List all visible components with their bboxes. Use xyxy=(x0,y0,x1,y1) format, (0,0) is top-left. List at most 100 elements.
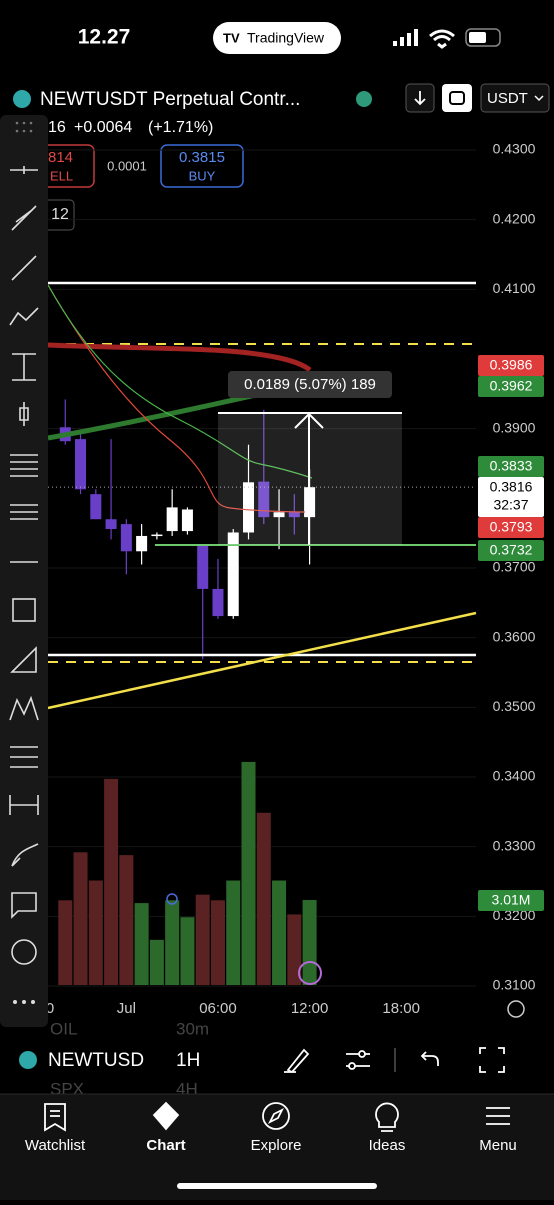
ideas-icon xyxy=(375,1102,399,1132)
toolbar-interval[interactable]: 1H xyxy=(176,1050,200,1071)
tool-trend[interactable] xyxy=(11,205,37,231)
legend-change-pct: (+1.71%) xyxy=(148,119,213,136)
settings-icon[interactable] xyxy=(507,1000,525,1018)
volume-bar xyxy=(210,900,225,985)
candle-body xyxy=(273,512,285,518)
buy-label: BUY xyxy=(189,168,216,183)
tool-brush[interactable] xyxy=(11,843,39,867)
x-tick-label: Jul xyxy=(117,1000,136,1017)
candle-body xyxy=(166,507,178,532)
replay-button[interactable] xyxy=(442,84,472,112)
chart-area: 0.4300 0.4200 0.4100 0.3900 0.3700 0.3600 0.35… xyxy=(46,141,536,1017)
measure-label: 0.0189 (5.07%) 189 xyxy=(244,376,376,393)
volume-bar xyxy=(302,900,317,985)
y-tick-label: 0.4200 xyxy=(493,210,536,226)
current-price-badge xyxy=(478,477,544,517)
volume-bar xyxy=(165,900,180,985)
draw-button[interactable] xyxy=(284,1048,310,1074)
signal xyxy=(393,29,418,46)
y-tick-label: 0.3300 xyxy=(493,837,536,853)
countdown: 32:37 xyxy=(493,497,528,513)
measure-label-bg xyxy=(228,371,392,398)
clock: 12.27 xyxy=(78,26,131,49)
battery xyxy=(465,28,501,47)
slider-knob xyxy=(358,1050,366,1058)
tool-crosshair[interactable] xyxy=(10,166,38,174)
tool-text[interactable] xyxy=(11,892,37,919)
chevron xyxy=(534,95,544,102)
symbol-icon xyxy=(13,90,31,108)
tab-label[interactable]: Watchlist xyxy=(25,1137,86,1154)
tool-range[interactable] xyxy=(12,353,36,381)
volume-bar xyxy=(241,761,256,985)
tool-position[interactable] xyxy=(19,402,29,426)
symbol-title[interactable]: NEWTUSDT Perpetual Contr... xyxy=(40,89,300,110)
drawings: 0.0189 (5.07%) 189 xyxy=(47,281,477,985)
volume-bar xyxy=(180,917,195,985)
sell-label: ELL xyxy=(50,168,73,183)
tool-fib-ext[interactable] xyxy=(10,504,38,520)
x-tick-label: 12:00 xyxy=(291,1000,329,1017)
candle-body xyxy=(181,509,193,532)
y-tick-label: 0.3100 xyxy=(493,977,536,993)
tab-label[interactable]: Menu xyxy=(479,1137,517,1154)
tool-emoji[interactable] xyxy=(11,939,37,965)
x-tick-label: 06:00 xyxy=(199,1000,237,1017)
legend-change: +0.0064 xyxy=(74,119,132,136)
price-badge xyxy=(478,540,544,561)
tab-label[interactable]: Explore xyxy=(251,1137,302,1154)
signal-marker[interactable] xyxy=(298,961,322,985)
event-marker[interactable] xyxy=(166,893,178,905)
candle-body xyxy=(136,535,148,552)
price-badge-label: 0.3732 xyxy=(490,542,533,558)
volume-bar xyxy=(104,778,119,985)
price-badge xyxy=(478,517,544,538)
candle-body xyxy=(258,481,270,518)
ghost-symbol: OIL xyxy=(50,1019,77,1038)
explore-icon xyxy=(262,1102,290,1130)
price-badge-label: 0.3833 xyxy=(490,458,533,474)
wifi xyxy=(429,29,455,49)
toolbar-symbol[interactable]: NEWTUSD xyxy=(48,1050,144,1071)
tool-gann[interactable] xyxy=(10,746,38,768)
candle-body xyxy=(212,588,224,617)
candle-body xyxy=(227,532,239,617)
trend-line xyxy=(47,611,477,710)
tool-more[interactable] xyxy=(13,1000,35,1004)
candle-body xyxy=(151,534,163,537)
currency-select[interactable] xyxy=(480,83,550,113)
y-tick-label: 0.4100 xyxy=(493,280,536,296)
undo-button[interactable] xyxy=(420,1051,439,1066)
down-arrow-icon xyxy=(414,91,426,106)
y-tick-label: 0.3500 xyxy=(493,698,536,714)
measure-arrow xyxy=(294,412,324,545)
ghost-interval: 30m xyxy=(176,1019,209,1038)
price-badge-label: 0.3793 xyxy=(490,519,533,535)
tab-label[interactable]: Chart xyxy=(146,1137,185,1154)
moving-average xyxy=(47,284,313,479)
tool-line[interactable] xyxy=(11,255,37,281)
compass xyxy=(267,1107,285,1125)
current-price: 0.3816 xyxy=(490,479,533,495)
menu-icon xyxy=(486,1107,510,1125)
volume-bar xyxy=(134,903,149,985)
app-name: TradingView xyxy=(247,30,325,46)
tool-pattern[interactable] xyxy=(9,695,39,721)
tool-measure[interactable] xyxy=(9,795,39,815)
buy-price: 0.3815 xyxy=(179,149,225,166)
tool-triangle[interactable] xyxy=(10,646,37,673)
fullscreen-button[interactable] xyxy=(479,1047,505,1073)
market-status xyxy=(356,91,372,107)
candle-body xyxy=(120,524,132,552)
volume-bar xyxy=(73,852,88,985)
y-tick-label: 0.3600 xyxy=(493,628,536,644)
volume-badge-label: 3.01M xyxy=(492,892,531,908)
tab-label[interactable]: Ideas xyxy=(369,1137,406,1154)
tool-path[interactable] xyxy=(9,307,39,326)
tool-rect[interactable] xyxy=(12,598,36,622)
buy-button[interactable] xyxy=(160,144,244,188)
sell-price: 814 xyxy=(48,149,73,166)
volume-bar xyxy=(88,880,103,985)
tool-fib[interactable] xyxy=(10,454,38,477)
